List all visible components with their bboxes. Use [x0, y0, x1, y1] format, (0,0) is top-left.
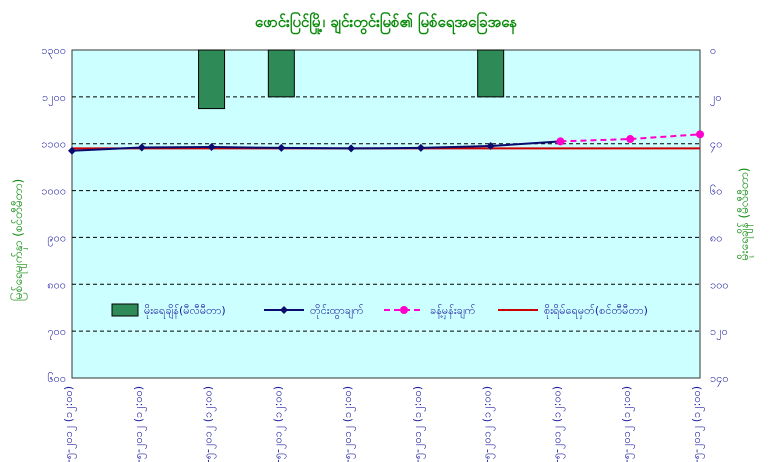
series-point	[486, 142, 495, 151]
right-tick-label: ၈၀	[710, 231, 722, 244]
left-tick-label: ၁၂၀၀	[42, 91, 66, 106]
series-point	[416, 143, 425, 152]
plot-area	[71, 49, 701, 379]
x-tick-label: ၁၇-၅-၂၀၁၂ (၁၂:၀၀)	[341, 386, 356, 462]
x-axis-ticks: ၁၃-၅-၂၀၁၂ (၁၂:၀၀) ၁၄-၅-၂၀၁၂ (၁၂:၀၀) ၁၅-၅-၂…	[62, 386, 705, 462]
left-axis-label: မြစ်ရေမျက်နှာ (စင်တီမီတာ)	[9, 179, 28, 301]
legend-swatch	[111, 303, 139, 317]
x-tick-label: ၂၂-၅-၂၀၁၂ (၁၂:၀၀)	[690, 386, 705, 462]
left-tick-label: ၆၀၀	[47, 372, 66, 385]
x-tick-label: ၁၃-၅-၂၀၁၂ (၁၂:၀၀)	[62, 386, 77, 462]
x-tick-label: ၂၀-၅-၂၀၁၂ (၁၂:၀၀)	[550, 386, 565, 462]
series-point	[207, 142, 216, 151]
series-point	[68, 146, 76, 155]
legend-label: မိုးရေချိန်(မီလီမီတာ)	[144, 304, 226, 319]
legend-label: ခန့်မှန်းချက်	[430, 304, 476, 319]
series-lines	[68, 130, 704, 155]
rainfall-bar	[267, 49, 295, 98]
left-tick-label: ၈၀၀	[47, 278, 66, 291]
legend-label: စိုးရိမ်ရေမှတ်(စင်တီမီတာ)	[544, 304, 648, 319]
x-tick-label: ၂၁-၅-၂၀၁၂ (၁၂:၀၀)	[620, 386, 635, 462]
x-tick-label: ၁၈-၅-၂၀၁၂ (၁၂:၀၀)	[411, 386, 426, 462]
x-tick-label: ၁၆-၅-၂၀၁၂ (၁၂:၀၀)	[271, 386, 286, 462]
legend-marker	[280, 306, 288, 314]
series-point	[696, 130, 704, 139]
left-tick-label: ၁၀၀၀	[41, 185, 66, 198]
series-line	[71, 140, 561, 152]
series-point	[556, 137, 565, 146]
right-tick-label: ၁၄၀	[710, 372, 729, 387]
chart-title: ဖောင်းပြင်မြို့၊ ချင်းတွင်းမြစ်၏ မြစ်ရေအ…	[255, 11, 518, 35]
x-tick-label: ၁၅-၅-၂၀၁၂ (၁၂:၀၀)	[202, 386, 217, 462]
legend-label: တိုင်းထွာချက်	[310, 304, 364, 319]
rainfall-bars	[198, 49, 505, 110]
left-tick-label: ၁၃၀၀	[41, 44, 66, 59]
right-tick-label: ၁၀၀	[710, 278, 729, 291]
rainfall-bar	[477, 49, 505, 98]
x-tick-label: ၁၄-၅-၂၀၁၂ (၁၂:၀၀)	[132, 386, 147, 462]
right-tick-label: ၆၀	[710, 185, 722, 198]
rainfall-bar	[198, 49, 226, 110]
series-point	[137, 143, 146, 152]
right-tick-label: ၁၂၀	[710, 325, 728, 340]
right-tick-label: ၂၀	[710, 91, 722, 106]
right-axis-label: မိုးရေချိန် (မီလီမီတာ)	[736, 168, 754, 261]
series-line	[560, 133, 701, 143]
x-tick-label: ၁၉-၅-၂၀၁၂ (၁၂:၀၀)	[481, 386, 496, 462]
series-point	[626, 135, 635, 144]
legend: မိုးရေချိန်(မီလီမီတာ) တိုင်းထွာချက် ခန့်မှ…	[111, 303, 648, 319]
series-point	[277, 143, 286, 152]
left-tick-label: ၁၁၀၀	[41, 138, 66, 151]
left-tick-label: ၇၀၀	[47, 325, 66, 340]
series-point	[347, 144, 356, 153]
right-tick-label: ၄၀	[710, 138, 722, 153]
right-tick-label: ၀	[710, 44, 716, 57]
legend-marker	[400, 306, 408, 314]
left-tick-label: ၉၀၀	[47, 231, 66, 246]
